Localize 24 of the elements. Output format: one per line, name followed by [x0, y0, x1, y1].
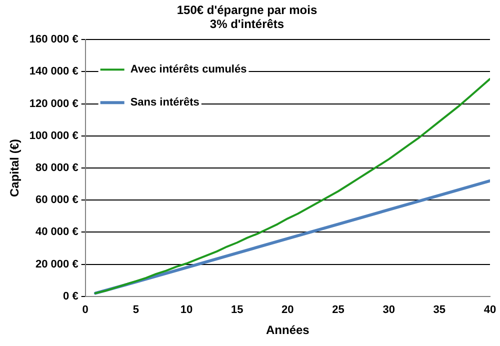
y-tick-label: 160 000 €: [29, 34, 78, 46]
x-tick-label: 30: [382, 304, 395, 316]
x-tick-label: 25: [332, 304, 344, 316]
x-tick-label: 35: [433, 304, 446, 316]
legend-label: Sans intérêts: [130, 96, 200, 109]
y-tick-label: 40 000 €: [36, 226, 78, 238]
x-tick-label: 5: [132, 304, 139, 316]
y-tick-label: 60 000 €: [36, 194, 78, 206]
x-tick-label: 20: [282, 304, 294, 316]
legend-label: Avec intérêts cumulés: [130, 64, 247, 76]
text: 3% d'intérêts: [210, 17, 284, 32]
x-tick-label: 40: [484, 304, 496, 316]
y-tick-label: 0 €: [63, 290, 78, 302]
y-tick-label: 100 000 €: [29, 130, 78, 142]
x-axis-title: Années: [266, 323, 310, 338]
text: 150€ d'épargne par mois: [176, 3, 318, 18]
y-axis-title: Capital (€): [8, 138, 22, 198]
x-tick-label: 0: [82, 304, 88, 316]
y-tick-label: 80 000 €: [36, 162, 78, 174]
x-tick-label: 15: [230, 304, 244, 316]
y-tick-label: 120 000 €: [29, 98, 78, 110]
y-tick-label: 20 000 €: [36, 258, 78, 270]
x-tick-label: 10: [180, 304, 193, 316]
y-tick-label: 140 000 €: [29, 66, 78, 78]
